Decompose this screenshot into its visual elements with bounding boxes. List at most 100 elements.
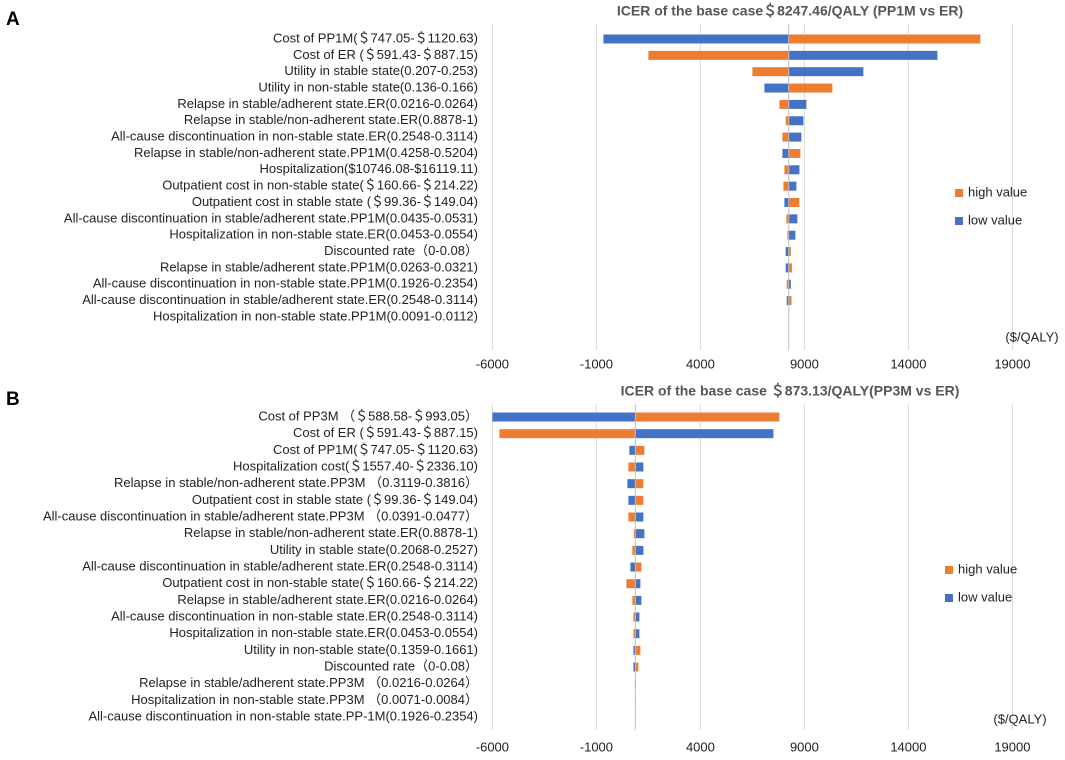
category-label: Outpatient cost in stable state (＄99.36-…	[192, 492, 478, 507]
category-label: Relapse in stable/non-adherent state.ER(…	[184, 525, 478, 540]
bar	[784, 165, 789, 175]
category-label: Outpatient cost in non-stable state(＄160…	[162, 178, 478, 193]
legend-swatch	[955, 189, 963, 197]
bar	[635, 512, 644, 522]
category-label: All-cause discontinuation in non-stable …	[88, 708, 478, 723]
bar	[783, 181, 789, 191]
category-label: All-cause discontinuation in stable/adhe…	[82, 558, 478, 573]
legend-label: low value	[968, 212, 1022, 227]
legend-swatch	[945, 566, 953, 574]
bar	[788, 132, 802, 142]
bar	[635, 462, 644, 472]
x-tick-label: 4000	[686, 739, 715, 754]
bar	[788, 230, 796, 240]
panel-label: B	[6, 389, 20, 410]
category-label: Hospitalization($10746.08-$16119.11)	[259, 161, 478, 176]
x-tick-label: 9000	[790, 356, 819, 371]
bar	[648, 50, 789, 60]
category-label: All-cause discontinuation in stable/adhe…	[64, 210, 478, 225]
bar	[785, 247, 789, 257]
category-label: Relapse in stable/adherent state.PP1M(0.…	[160, 259, 478, 274]
bar	[788, 181, 797, 191]
bar	[635, 579, 641, 589]
bar	[788, 296, 792, 306]
bar	[635, 529, 645, 539]
category-label: Utility in non-stable state(0.1359-0.166…	[244, 642, 478, 657]
category-label: Utility in stable state(0.207-0.253)	[284, 63, 478, 78]
category-label: All-cause discontinuation in non-stable …	[111, 129, 478, 144]
bar	[752, 67, 789, 77]
bar	[788, 50, 938, 60]
bar	[626, 579, 636, 589]
bar	[635, 445, 645, 455]
bar	[788, 247, 791, 257]
bar	[629, 445, 636, 455]
chart-title: ICER of the base case＄8247.46/QALY (PP1M…	[617, 3, 963, 19]
bar	[788, 116, 804, 126]
bar	[785, 116, 789, 126]
category-label: Cost of PP1M(＄747.05-＄1120.63)	[273, 30, 478, 45]
bar	[635, 429, 774, 439]
panel-label: A	[6, 9, 20, 30]
bar	[635, 662, 639, 672]
bar	[499, 429, 636, 439]
category-label: Cost of PP1M(＄747.05-＄1120.63)	[273, 442, 478, 457]
bar	[633, 662, 636, 672]
bar	[635, 562, 642, 572]
category-label: Hospitalization in non-stable state.ER(0…	[169, 625, 478, 640]
bar	[632, 595, 636, 605]
category-label: Outpatient cost in non-stable state(＄160…	[162, 575, 478, 590]
bar	[788, 198, 800, 207]
category-label: Relapse in stable/adherent state.ER(0.02…	[177, 96, 478, 111]
x-tick-label: 19000	[994, 356, 1030, 371]
chart-title: ICER of the base case ＄873.13/QALY(PP3M …	[621, 383, 960, 399]
bar	[785, 263, 789, 273]
bar	[633, 629, 636, 639]
category-label: Outpatient cost in stable state (＄99.36-…	[192, 194, 478, 209]
bar	[627, 479, 636, 489]
legend-swatch	[945, 594, 953, 602]
category-label: Utility in non-stable state(0.136-0.166)	[258, 79, 478, 94]
bar	[635, 612, 640, 622]
x-tick-label: 19000	[994, 739, 1030, 754]
bar	[786, 214, 789, 224]
legend-label: low value	[958, 589, 1012, 604]
bar	[788, 214, 798, 224]
bar	[635, 645, 641, 655]
bar	[788, 99, 807, 109]
x-tick-label: 9000	[790, 739, 819, 754]
bar	[628, 512, 636, 522]
category-label: All-cause discontinuation in non-stable …	[111, 608, 478, 623]
category-label: Cost of ER (＄591.43-＄887.15)	[293, 425, 478, 440]
bar	[788, 165, 800, 175]
category-label: Hospitalization in non-stable state.PP1M…	[153, 308, 478, 323]
category-label: All-cause discontinuation in non-stable …	[93, 276, 478, 291]
category-label: Relapse in stable/adherent state.PP3M （0…	[139, 675, 478, 690]
bar	[633, 645, 636, 655]
bar	[628, 495, 636, 505]
category-label: Cost of ER (＄591.43-＄887.15)	[293, 47, 478, 62]
bar	[628, 462, 636, 472]
bar	[633, 612, 636, 622]
x-tick-label: 14000	[890, 739, 926, 754]
category-label: Discounted rate（0-0.08）	[324, 243, 478, 258]
category-label: Relapse in stable/non-adherent state.PP3…	[114, 475, 478, 490]
bar	[788, 67, 864, 77]
bar	[786, 279, 789, 289]
bar	[635, 479, 644, 489]
category-label: Relapse in stable/adherent state.ER(0.02…	[177, 592, 478, 607]
legend-label: high value	[968, 184, 1027, 199]
bar	[784, 198, 789, 207]
x-unit-label: ($/QALY)	[1005, 329, 1058, 344]
category-label: Discounted rate（0-0.08）	[324, 658, 478, 673]
bar	[635, 495, 644, 505]
bar	[779, 99, 789, 109]
category-label: Hospitalization in non-stable state.ER(0…	[169, 227, 478, 242]
bar	[786, 296, 789, 306]
bar	[764, 83, 789, 93]
category-label: Relapse in stable/non-adherent state.PP1…	[134, 145, 478, 160]
category-label: Hospitalization in non-stable state.PP3M…	[131, 692, 478, 707]
x-tick-label: -1000	[580, 356, 613, 371]
x-tick-label: 14000	[890, 356, 926, 371]
